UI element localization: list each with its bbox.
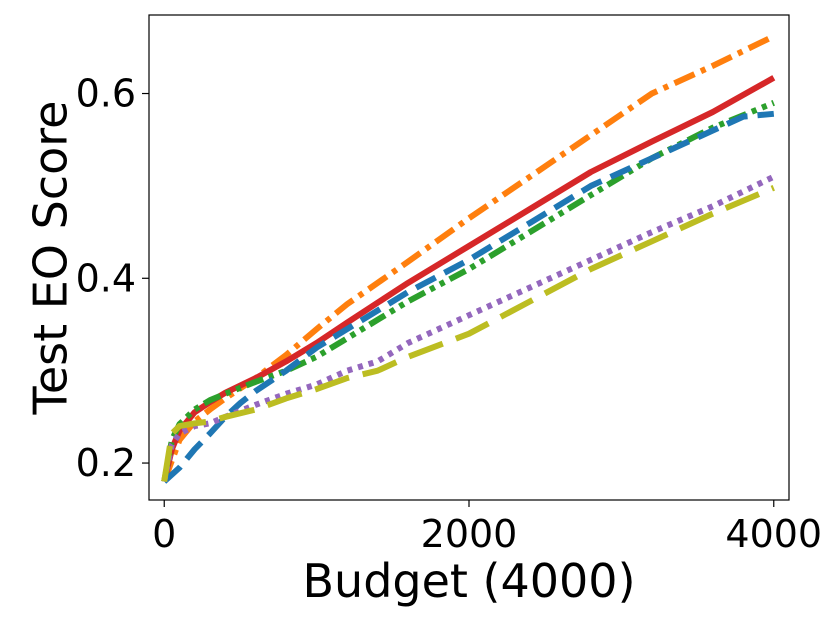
series-line-2 — [161, 75, 776, 483]
y-tick-label: 0.6 — [76, 72, 136, 116]
series-line-5 — [161, 173, 776, 483]
x-tick-label: 2000 — [421, 512, 518, 556]
ticks-layer: 0 2000 4000 0.2 0.4 0.6 — [76, 72, 823, 556]
y-tick-label: 0.4 — [76, 256, 136, 300]
x-axis-label: Budget (4000) — [302, 554, 635, 608]
series-line-1 — [161, 33, 776, 483]
series-line-6 — [161, 185, 775, 482]
y-axis-label: Test EO Score — [24, 101, 78, 416]
series-line-4 — [162, 110, 775, 484]
x-tick-label: 4000 — [725, 512, 822, 556]
plot-frame — [148, 14, 790, 501]
x-tick-label: 0 — [152, 512, 176, 556]
series-layer — [161, 33, 776, 484]
series-line-3 — [161, 100, 775, 483]
y-tick-label: 0.2 — [76, 441, 136, 485]
